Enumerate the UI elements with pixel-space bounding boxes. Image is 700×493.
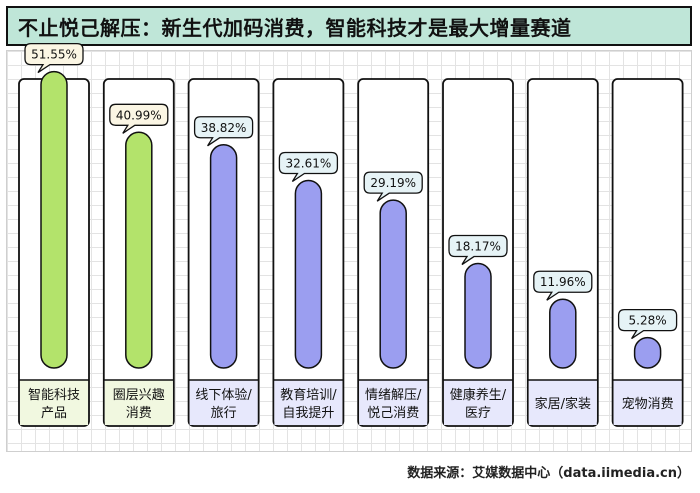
category-label-box <box>528 380 597 425</box>
data-label: 29.19% <box>370 176 416 190</box>
bar <box>40 70 68 369</box>
category-card <box>526 78 599 427</box>
category-tick-label: 健康养生/ <box>450 387 507 403</box>
category-label-box <box>613 380 682 425</box>
category-label-box <box>274 380 343 425</box>
category-tick-label: 自我提升 <box>282 405 334 421</box>
category-tick-label: 宠物消费 <box>622 396 674 412</box>
category-card <box>611 78 684 427</box>
category-label-box <box>20 380 88 425</box>
data-label: 38.82% <box>201 121 247 135</box>
bar <box>294 179 323 369</box>
bar <box>379 199 407 369</box>
data-label: 51.55% <box>31 48 77 62</box>
value-bubble <box>109 103 169 134</box>
category-label-box <box>444 380 512 425</box>
data-source-note: 数据来源：艾媒数据中心（data.iimedia.cn） <box>407 466 690 481</box>
category-tick-label: 智能科技 <box>28 388 80 403</box>
value-bubble <box>617 308 678 340</box>
bar <box>633 336 662 369</box>
data-label: 11.96% <box>540 275 586 289</box>
category-tick-label: 线下体验/ <box>195 387 252 403</box>
category-label-box <box>104 380 173 425</box>
category-tick-label: 消费 <box>126 406 152 421</box>
value-bubble <box>24 42 84 74</box>
category-tick-label: 医疗 <box>465 406 491 421</box>
bar <box>464 262 492 369</box>
data-label: 5.28% <box>629 314 667 328</box>
category-tick-label: 圈层兴趣 <box>113 388 165 403</box>
value-bubble <box>448 234 508 266</box>
category-tick-label: 旅行 <box>211 406 237 421</box>
category-tick-label: 产品 <box>41 406 67 421</box>
category-label-box <box>359 380 428 425</box>
data-label: 32.61% <box>286 156 332 170</box>
category-tick-label: 教育培训/ <box>280 387 337 403</box>
data-label: 40.99% <box>116 108 162 122</box>
value-bubble <box>278 151 339 183</box>
bar <box>549 298 577 369</box>
category-label-box <box>189 380 258 425</box>
chart-title: 不止悦己解压：新生代加码消费，智能科技才是最大增量赛道 <box>18 15 572 40</box>
category-tick-label: 悦己消费 <box>367 406 419 421</box>
chart-title-bar: 不止悦己解压：新生代加码消费，智能科技才是最大增量赛道 <box>6 6 692 46</box>
value-bubble <box>363 171 423 202</box>
value-bubble <box>533 270 593 301</box>
data-label: 18.17% <box>455 240 501 254</box>
value-bubble <box>193 116 254 147</box>
bar <box>125 131 153 369</box>
category-tick-label: 家居/家装 <box>535 396 591 412</box>
bar <box>209 144 238 369</box>
category-tick-label: 情绪解压/ <box>365 388 422 403</box>
